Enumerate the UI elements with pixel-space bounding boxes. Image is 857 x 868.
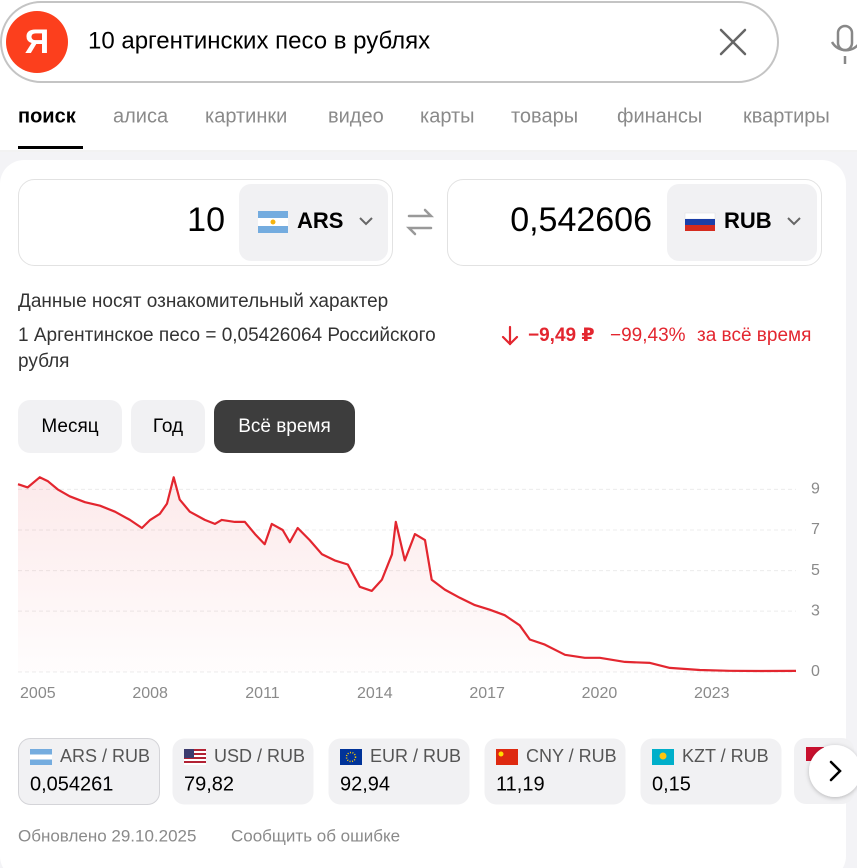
x-tick-label: 2005 <box>20 685 56 702</box>
change-abs: −9,49 ₽ <box>528 325 595 346</box>
chart: 0 3 5 7 9 2005 2008 2011 2014 2017 2020 2023 <box>17 476 820 702</box>
flag <box>345 751 357 763</box>
search-query: 10 аргентинских песо в рублях <box>88 27 430 54</box>
tab[interactable]: карты <box>420 105 475 127</box>
pair-value: 79,82 <box>184 773 234 795</box>
pair-value: 92,94 <box>340 773 390 795</box>
flag <box>340 749 362 765</box>
x-tick-label: 2008 <box>132 685 168 702</box>
pair-label: USD / RUB <box>214 746 305 766</box>
chevron <box>359 217 373 226</box>
pair-cards: ARS / RUB 0,054261 USD / RUB 79,82 EUR / RUB… <box>18 738 782 805</box>
y-tick-label: 7 <box>811 521 820 538</box>
period-label: Год <box>153 416 183 437</box>
flag <box>496 749 518 765</box>
period-buttons: Месяц Год Всё время <box>18 400 355 453</box>
pair-label: CNY / RUB <box>526 746 617 766</box>
tab[interactable]: финансы <box>617 105 702 127</box>
flag <box>184 749 194 758</box>
flag <box>184 761 206 763</box>
y-tick-label: 0 <box>811 663 820 680</box>
pair-card[interactable] <box>484 738 626 805</box>
tab[interactable]: алиса <box>113 105 169 127</box>
pair-card[interactable] <box>328 738 470 805</box>
search-box[interactable] <box>0 1 779 83</box>
tab[interactable]: видео <box>328 105 384 127</box>
y-tick-label: 9 <box>811 481 820 498</box>
flag <box>498 751 504 757</box>
from-currency: ARS <box>297 208 343 233</box>
flag <box>184 749 206 751</box>
rate-text: рубля <box>18 351 69 372</box>
tab[interactable]: квартиры <box>743 105 830 127</box>
period-label: Всё время <box>238 416 331 437</box>
next-icon <box>829 760 842 782</box>
pair-value: 11,19 <box>496 773 545 795</box>
swap-icon[interactable] <box>405 208 435 236</box>
change-pct: −99,43% <box>610 325 686 346</box>
y-tick-label: 5 <box>811 562 820 579</box>
pair-value: 0,15 <box>652 773 691 795</box>
pair-card[interactable] <box>172 738 314 805</box>
ars-flag <box>258 211 288 233</box>
from-amount: 10 <box>187 201 225 239</box>
updated-text: Обновлено 29.10.2025 <box>18 826 196 845</box>
line <box>17 476 797 673</box>
period-button[interactable] <box>214 400 355 453</box>
down-arrow <box>501 325 519 346</box>
next-button[interactable] <box>809 745 857 797</box>
disclaimer: Данные носят ознакомительный характер <box>18 291 388 312</box>
flag <box>184 757 206 759</box>
report-link[interactable]: Сообщить об ошибке <box>231 826 400 845</box>
mic-icon[interactable] <box>830 24 857 64</box>
period-button[interactable] <box>18 400 122 453</box>
clear-icon[interactable] <box>719 28 747 56</box>
logo[interactable] <box>6 11 68 73</box>
pair-value: 0,054261 <box>30 773 113 795</box>
to-currency: RUB <box>724 208 772 233</box>
flag <box>659 752 667 760</box>
rub-flag <box>684 212 716 231</box>
x-tick-label: 2011 <box>245 685 280 702</box>
to-currency-select[interactable] <box>667 184 817 261</box>
active-tab-underline <box>18 146 83 149</box>
x-tick-label: 2023 <box>694 685 730 702</box>
logo-letter: Я <box>25 23 49 61</box>
pair-card[interactable] <box>18 738 160 805</box>
to-amount: 0,542606 <box>510 201 652 239</box>
tab[interactable]: поиск <box>18 105 77 127</box>
x-tick-label: 2020 <box>582 685 618 702</box>
result-card <box>0 160 846 868</box>
from-currency-select[interactable] <box>239 184 388 261</box>
x-tick-label: 2017 <box>469 685 505 702</box>
pair-label: KZT / RUB <box>682 746 769 766</box>
flag <box>184 753 206 755</box>
change-period: за всё время <box>697 325 811 346</box>
pair-label: ARS / RUB <box>60 746 150 766</box>
tabs: поиск алиса картинки видео карты товары финанс… <box>18 105 830 127</box>
tab[interactable]: товары <box>511 105 578 127</box>
rate-text: 1 Аргентинское песо = 0,05426064 Российс… <box>18 325 436 346</box>
chevron <box>787 217 801 226</box>
tab[interactable]: картинки <box>205 105 287 127</box>
pair-card[interactable] <box>640 738 782 805</box>
pair-label: EUR / RUB <box>370 746 461 766</box>
period-label: Месяц <box>41 416 98 437</box>
y-tick-label: 3 <box>811 602 820 619</box>
area <box>18 477 796 672</box>
x-tick-label: 2014 <box>357 685 393 702</box>
period-button[interactable] <box>131 400 205 453</box>
flag <box>30 754 52 760</box>
